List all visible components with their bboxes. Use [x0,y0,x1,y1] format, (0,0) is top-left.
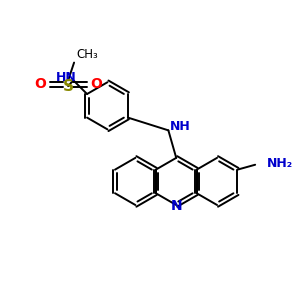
Text: S: S [63,79,74,94]
Text: NH: NH [170,120,190,133]
Text: CH₃: CH₃ [76,48,98,61]
Text: O: O [91,77,103,91]
Text: N: N [170,199,182,213]
Text: HN: HN [56,71,77,84]
Text: O: O [34,77,46,91]
Text: NH₂: NH₂ [267,157,293,170]
